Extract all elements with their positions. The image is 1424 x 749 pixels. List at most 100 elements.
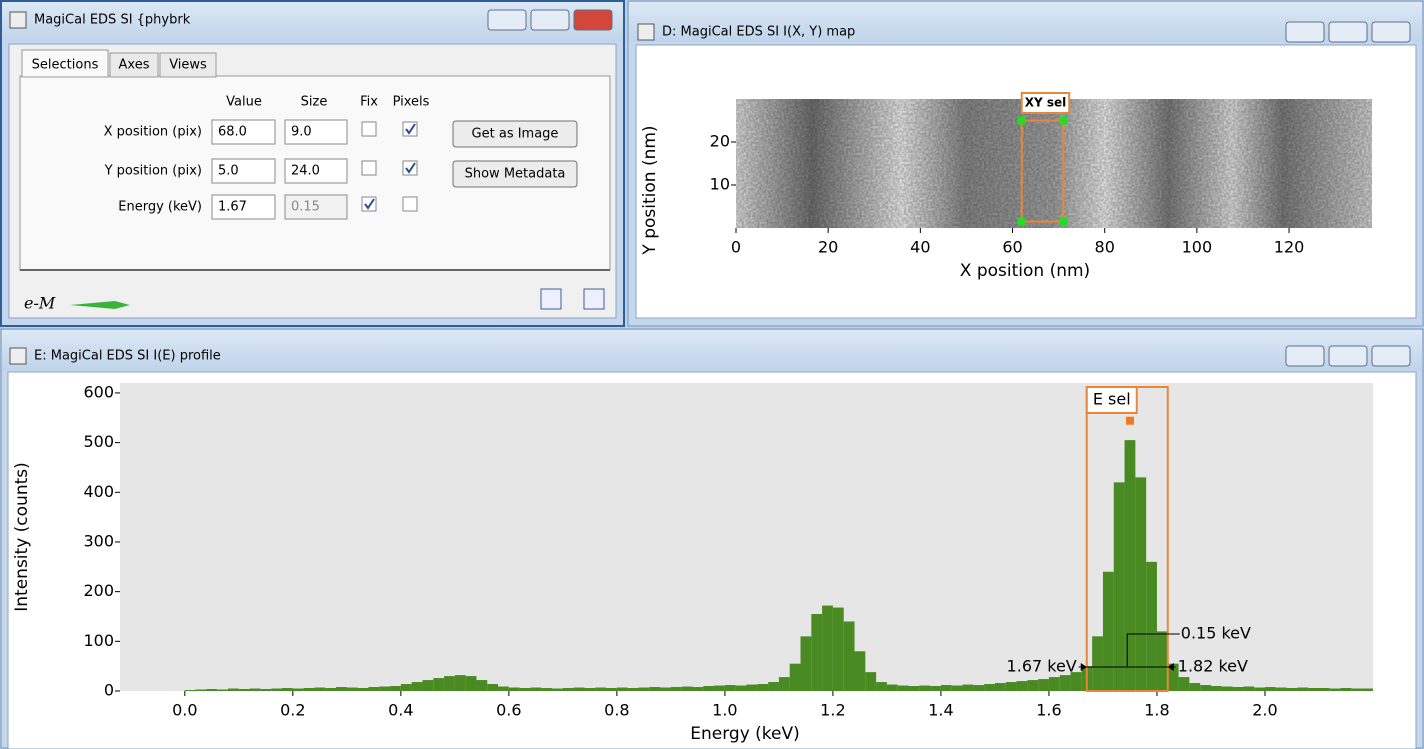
x-tick-label: 0.0 (172, 701, 197, 720)
histogram-bar (1189, 683, 1200, 691)
window-title: E: MagiCal EDS SI I(E) profile (34, 349, 221, 364)
histogram-bar (963, 685, 974, 691)
app-icon (10, 348, 26, 364)
histogram-bar (671, 687, 682, 691)
histogram-bar (801, 636, 812, 691)
histogram-bar (714, 686, 725, 691)
histogram-bar (1038, 679, 1049, 691)
histogram-bar (617, 688, 628, 691)
histogram-bar (1006, 682, 1017, 691)
histogram-bar (185, 690, 196, 691)
minimize-button[interactable] (488, 10, 526, 30)
selection-handle[interactable] (1059, 117, 1067, 125)
histogram-bar (358, 688, 369, 691)
checkbox[interactable] (403, 197, 417, 211)
histogram-bar (790, 664, 801, 691)
histogram-bar (919, 686, 930, 691)
histogram-bar (973, 685, 984, 691)
histogram-bar (304, 688, 315, 691)
histogram-bar (325, 688, 336, 691)
x-tick-label: 1.6 (1036, 701, 1061, 720)
histogram-bar (1341, 688, 1352, 691)
histogram-bar (336, 687, 347, 691)
histogram-bar (1254, 688, 1265, 691)
selection-marker[interactable] (1126, 417, 1134, 425)
screen: MagiCal EDS SI {phybrkD: MagiCal EDS SI … (0, 0, 1424, 749)
histogram-bar (509, 688, 520, 691)
input-value: 5.0 (218, 164, 239, 179)
minimize-button[interactable] (1286, 346, 1324, 366)
histogram-bar (466, 676, 477, 691)
histogram-bar (725, 685, 736, 691)
close-button[interactable] (1372, 346, 1410, 366)
histogram-bar (563, 688, 574, 691)
input-size: 9.0 (291, 125, 312, 140)
checkbox[interactable] (362, 122, 376, 136)
column-header: Fix (360, 95, 378, 110)
selection-handle[interactable] (1059, 218, 1067, 226)
histogram-bar (995, 683, 1006, 691)
histogram-bar (1049, 677, 1060, 691)
histogram-bar (530, 688, 541, 691)
histogram-bar (541, 688, 552, 691)
maximize-button[interactable] (1329, 22, 1367, 42)
x-tick-label: 20 (818, 238, 838, 257)
histogram-bar (574, 688, 585, 691)
histogram-bar (606, 688, 617, 691)
input-size: 0.15 (291, 200, 320, 215)
x-tick-label: 1.8 (1144, 701, 1169, 720)
y-tick-label: 20 (710, 132, 730, 151)
icon-button[interactable] (541, 289, 561, 309)
histogram-bar (887, 685, 898, 691)
selection-label: E sel (1093, 390, 1131, 409)
x-tick-label: 60 (1002, 238, 1022, 257)
histogram-bar (1297, 688, 1308, 691)
histogram-bar (833, 608, 844, 691)
histogram-bar (282, 688, 293, 691)
histogram-bar (433, 678, 444, 691)
histogram-bar (379, 687, 390, 691)
histogram-bar (1265, 687, 1276, 691)
x-tick-label: 0.8 (604, 701, 629, 720)
tab-label: Views (169, 58, 207, 73)
close-button[interactable] (574, 10, 612, 30)
map-shading (736, 99, 1372, 228)
histogram-bar (1179, 677, 1190, 691)
histogram-bar (757, 684, 768, 691)
x-tick-label: 0.4 (388, 701, 413, 720)
maximize-button[interactable] (531, 10, 569, 30)
selection-label: XY sel (1025, 96, 1067, 110)
maximize-button[interactable] (1329, 346, 1367, 366)
app-icon (10, 12, 26, 28)
icon-button[interactable] (584, 289, 604, 309)
selection-handle[interactable] (1018, 117, 1026, 125)
checkbox[interactable] (362, 161, 376, 175)
histogram-bar (909, 686, 920, 691)
x-axis-label: X position (nm) (960, 261, 1090, 281)
column-header: Size (301, 95, 328, 110)
y-tick-label: 100 (83, 631, 114, 650)
histogram-bar (865, 672, 876, 691)
selection-handle[interactable] (1018, 218, 1026, 226)
button-label: Show Metadata (465, 167, 566, 182)
histogram-bar (1103, 572, 1114, 691)
close-button[interactable] (1372, 22, 1410, 42)
x-tick-label: 0 (731, 238, 741, 257)
histogram-bar (844, 621, 855, 691)
histogram-bar (855, 651, 866, 691)
minimize-button[interactable] (1286, 22, 1324, 42)
histogram-bar (930, 686, 941, 691)
histogram-bar (1157, 631, 1168, 691)
tab-label: Axes (119, 58, 150, 73)
x-tick-label: 1.0 (712, 701, 737, 720)
histogram-bar (487, 684, 498, 691)
histogram-bar (682, 687, 693, 691)
histogram-bar (811, 614, 822, 691)
column-header: Pixels (393, 95, 430, 110)
width-label: 0.15 keV (1181, 624, 1251, 643)
histogram-bar (660, 688, 671, 691)
histogram-bar (217, 690, 228, 691)
histogram-bar (1287, 688, 1298, 691)
histogram-bar (1135, 477, 1146, 691)
histogram-bar (196, 690, 207, 691)
